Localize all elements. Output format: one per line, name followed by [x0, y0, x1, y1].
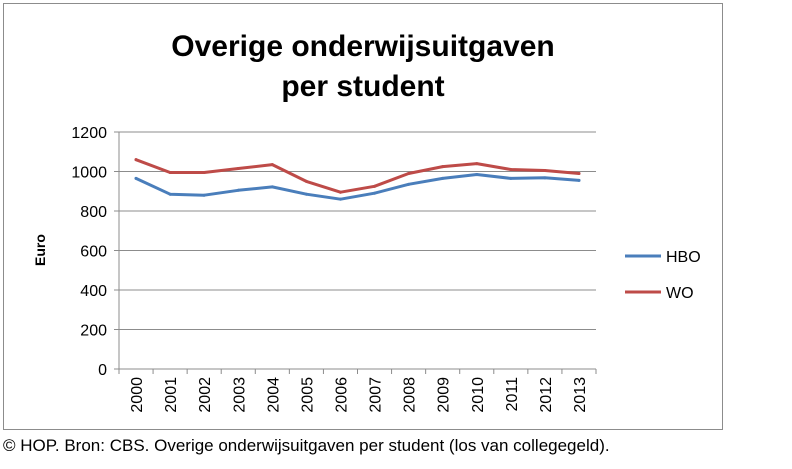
- data-point-hbo: [338, 197, 342, 201]
- data-point-hbo: [475, 172, 479, 176]
- x-tick-label: 2006: [333, 377, 350, 413]
- data-point-wo: [407, 171, 411, 175]
- data-point-hbo: [577, 178, 581, 182]
- x-tick-label: 2010: [470, 377, 487, 413]
- data-point-wo: [373, 184, 377, 188]
- x-tick-label: 2005: [299, 377, 316, 413]
- x-tick-label: 2007: [368, 377, 385, 413]
- data-point-hbo: [441, 176, 445, 180]
- x-tick-label: 2009: [436, 377, 453, 413]
- data-point-wo: [270, 163, 274, 167]
- data-point-wo: [441, 165, 445, 169]
- x-tick-label: 2002: [197, 377, 214, 413]
- y-tick-label: 1200: [71, 125, 107, 142]
- data-point-wo: [509, 168, 513, 172]
- data-point-wo: [338, 190, 342, 194]
- y-tick-label: 200: [80, 323, 107, 340]
- x-tick-label: 2013: [572, 377, 589, 413]
- data-point-wo: [134, 158, 138, 162]
- series-line-wo: [134, 158, 581, 194]
- legend-label-wo: WO: [666, 285, 694, 302]
- legend-label-hbo: HBO: [666, 249, 701, 266]
- y-axis-label: Euro: [32, 234, 48, 266]
- x-tick-label: 2000: [129, 377, 146, 413]
- y-tick-label: 800: [80, 204, 107, 221]
- data-point-hbo: [509, 176, 513, 180]
- chart-title-line: per student: [281, 70, 444, 103]
- y-tick-label: 1000: [71, 165, 107, 182]
- x-tick-label: 2004: [265, 377, 282, 413]
- data-point-hbo: [407, 182, 411, 186]
- data-point-wo: [304, 179, 308, 183]
- series-line-hbo: [134, 173, 581, 201]
- data-point-wo: [475, 162, 479, 166]
- x-tick-label: 2003: [231, 377, 248, 413]
- data-point-hbo: [236, 188, 240, 192]
- y-tick-label: 0: [98, 362, 107, 379]
- x-tick-label: 2012: [538, 377, 555, 413]
- data-point-hbo: [543, 176, 547, 180]
- figure-caption: © HOP. Bron: CBS. Overige onderwijsuitga…: [3, 436, 610, 455]
- data-point-hbo: [168, 192, 172, 196]
- y-tick-label: 600: [80, 244, 107, 261]
- data-point-wo: [543, 169, 547, 173]
- data-point-wo: [202, 170, 206, 174]
- data-point-wo: [236, 167, 240, 171]
- data-point-wo: [168, 170, 172, 174]
- data-point-hbo: [134, 176, 138, 180]
- data-point-hbo: [304, 192, 308, 196]
- data-point-hbo: [373, 191, 377, 195]
- chart-frame: [3, 3, 723, 430]
- x-tick-label: 2001: [163, 377, 180, 413]
- x-tick-label: 2008: [402, 377, 419, 413]
- data-point-hbo: [270, 185, 274, 189]
- data-point-hbo: [202, 193, 206, 197]
- chart-title-line: Overige onderwijsuitgaven: [171, 30, 554, 63]
- x-tick-label: 2011: [504, 377, 521, 412]
- y-tick-label: 400: [80, 283, 107, 300]
- data-point-wo: [577, 171, 581, 175]
